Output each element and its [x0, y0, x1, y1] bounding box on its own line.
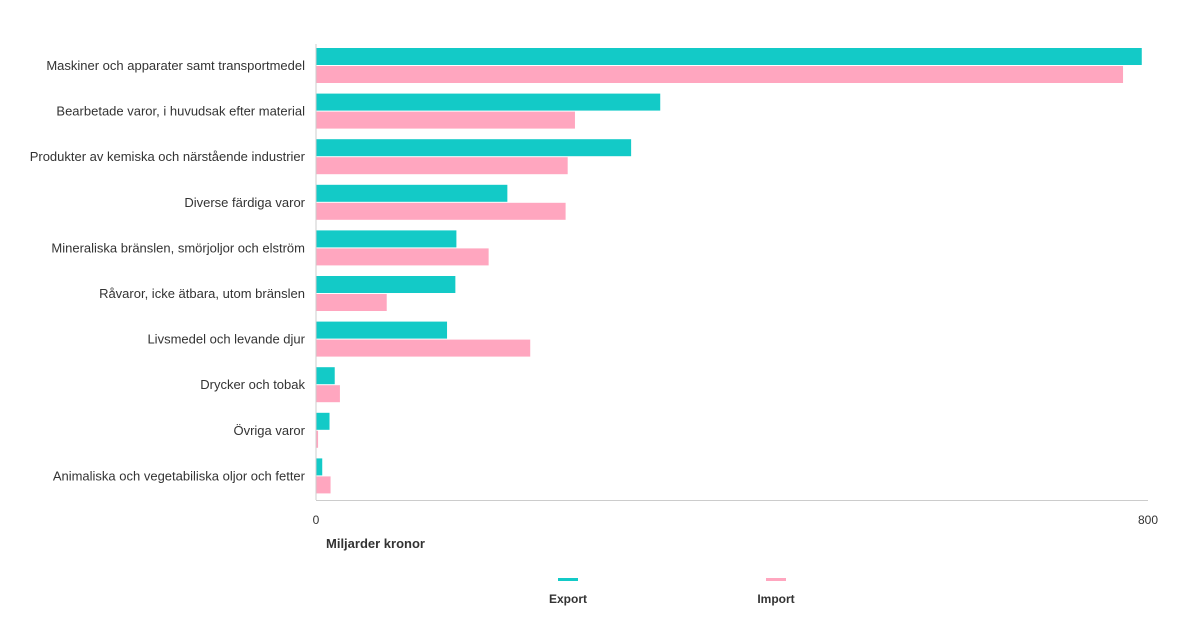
bar-import-0: [316, 66, 1124, 83]
legend-label-import: Import: [757, 592, 794, 606]
bar-export-7: [316, 367, 335, 385]
category-label: Mineraliska bränslen, smörjoljor och els…: [51, 240, 305, 255]
category-label: Maskiner och apparater samt transportmed…: [46, 58, 305, 73]
x-axis-title: Miljarder kronor: [326, 536, 425, 551]
category-label: Råvaror, icke ätbara, utom bränslen: [99, 286, 305, 301]
bar-import-1: [316, 111, 575, 129]
category-label: Bearbetade varor, i huvudsak efter mater…: [56, 104, 305, 119]
category-label: Diverse färdiga varor: [184, 195, 305, 210]
x-tick-labels: 0 800: [313, 513, 1159, 527]
bar-export-2: [316, 139, 632, 157]
bar-import-9: [316, 476, 331, 494]
bar-import-4: [316, 248, 489, 266]
bar-export-5: [316, 276, 456, 293]
x-tick-label: 0: [313, 513, 320, 527]
legend-swatch-export: [558, 578, 578, 581]
bar-import-5: [316, 294, 387, 311]
bar-import-2: [316, 157, 568, 175]
bar-export-9: [316, 458, 323, 476]
category-label: Animaliska och vegetabiliska oljor och f…: [53, 468, 306, 483]
category-label: Produkter av kemiska och närstående indu…: [30, 149, 306, 164]
category-label: Övriga varor: [233, 423, 305, 438]
legend-label-export: Export: [549, 592, 587, 606]
bar-export-1: [316, 93, 661, 111]
bar-import-8: [316, 430, 319, 448]
category-label: Drycker och tobak: [200, 377, 305, 392]
category-label: Livsmedel och levande djur: [147, 332, 305, 347]
legend-swatch-import: [766, 578, 786, 581]
bars-group: [316, 48, 1142, 494]
bar-export-3: [316, 184, 508, 202]
bar-import-3: [316, 202, 566, 220]
bar-import-6: [316, 339, 531, 357]
legend: Export Import: [549, 578, 795, 606]
bar-export-4: [316, 230, 457, 248]
x-tick-label: 800: [1138, 513, 1158, 527]
bar-import-7: [316, 385, 340, 403]
bar-export-0: [316, 48, 1142, 65]
category-labels: Maskiner och apparater samt transportmed…: [30, 58, 306, 483]
bar-export-8: [316, 412, 330, 430]
bar-export-6: [316, 321, 448, 339]
